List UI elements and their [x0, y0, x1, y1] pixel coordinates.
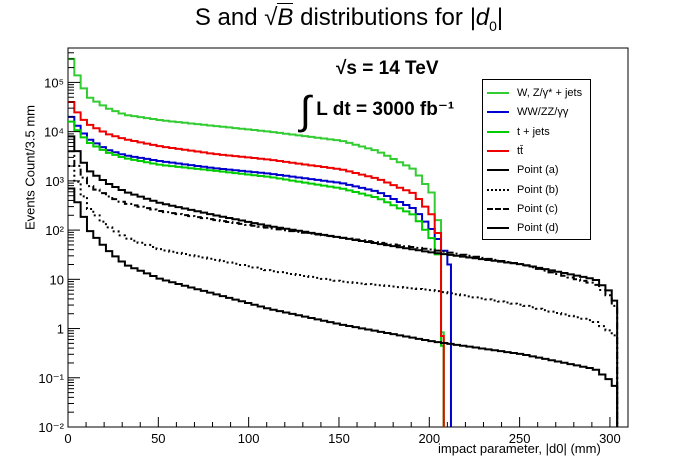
- legend-label: Point (c): [517, 202, 558, 215]
- legend-label: WW/ZZ/γγ: [517, 106, 569, 119]
- x-tick-label: 0: [64, 431, 71, 446]
- series-line-2: [68, 120, 445, 427]
- x-axis-label: impact parameter, |d0| (mm): [438, 441, 601, 456]
- series-line-1: [68, 115, 452, 427]
- x-tick-label: 50: [151, 431, 165, 446]
- legend-swatch: [487, 188, 509, 191]
- legend-label: W, Z/γ* + jets: [517, 87, 583, 99]
- legend-item: Point (b): [487, 181, 559, 199]
- x-tick-label: 100: [238, 431, 260, 446]
- legend: W, Z/γ* + jets WW/ZZ/γγ t + jets tt̄ Point (…: [482, 79, 591, 240]
- x-tick-label: 250: [509, 431, 531, 446]
- x-tick-label: 200: [418, 431, 440, 446]
- title-mid: distributions for: [300, 4, 463, 31]
- legend-label: tt̄: [517, 144, 524, 157]
- lumi-annotation: ∫ L dt = 3000 fb⁻¹: [300, 80, 455, 133]
- legend-item: Point (c): [487, 200, 558, 218]
- y-tick-label: 10⁻¹: [38, 371, 64, 386]
- lumi-text: L dt = 3000 fb⁻¹: [316, 99, 455, 120]
- y-tick-label: 10³: [45, 174, 64, 189]
- legend-label: Point (d): [517, 222, 559, 235]
- energy-annotation: √s = 14 TeV: [336, 58, 439, 79]
- integral-symbol: ∫: [300, 89, 311, 133]
- legend-item: WW/ZZ/γγ: [487, 103, 568, 121]
- y-tick-label: 1: [57, 322, 64, 337]
- x-tick-label: 150: [328, 431, 350, 446]
- legend-item: Point (d): [487, 219, 559, 237]
- legend-item: W, Z/γ* + jets: [487, 84, 582, 102]
- y-axis-label: Events Count/3.5 mm: [22, 105, 38, 230]
- y-tick-label: 10⁻²: [38, 420, 64, 435]
- title-sub: 0: [489, 17, 497, 34]
- legend-swatch: [487, 111, 509, 114]
- legend-swatch: [487, 92, 509, 94]
- series-line-4: [68, 187, 619, 427]
- chart-title: S and √B distributions for |d0|: [0, 3, 698, 34]
- legend-label: Point (a): [517, 164, 559, 177]
- legend-label: t + jets: [517, 125, 550, 138]
- legend-swatch: [487, 207, 509, 210]
- series-line-7: [68, 135, 619, 427]
- legend-item: t + jets: [487, 123, 550, 141]
- series-line-0: [68, 57, 445, 427]
- title-prefix: S and: [194, 4, 258, 31]
- y-tick-label: 10⁴: [44, 125, 64, 140]
- series-line-5: [68, 165, 619, 427]
- axis-ticks: 0 50 100 150 200 250 300 10⁻² 10⁻¹ 1 10 10² 10³ 10⁴ 10…: [38, 47, 629, 446]
- y-tick-label: 10²: [45, 223, 64, 238]
- title-sqrt: √: [264, 4, 278, 31]
- y-tick-label: 10: [50, 272, 64, 287]
- legend-swatch: [487, 149, 509, 152]
- legend-item: Point (a): [487, 161, 559, 179]
- title-abs: |d: [469, 4, 490, 31]
- legend-swatch: [487, 227, 509, 230]
- series-line-3: [68, 100, 445, 427]
- legend-swatch: [487, 130, 509, 133]
- legend-item: tt̄: [487, 142, 523, 160]
- legend-label: Point (b): [517, 183, 559, 196]
- legend-swatch: [487, 169, 509, 172]
- x-tick-label: 300: [599, 431, 621, 446]
- y-tick-label: 10⁵: [44, 75, 64, 90]
- series-layer: [68, 57, 619, 427]
- title-var: B: [277, 3, 294, 31]
- title-abs-end: |: [496, 4, 504, 31]
